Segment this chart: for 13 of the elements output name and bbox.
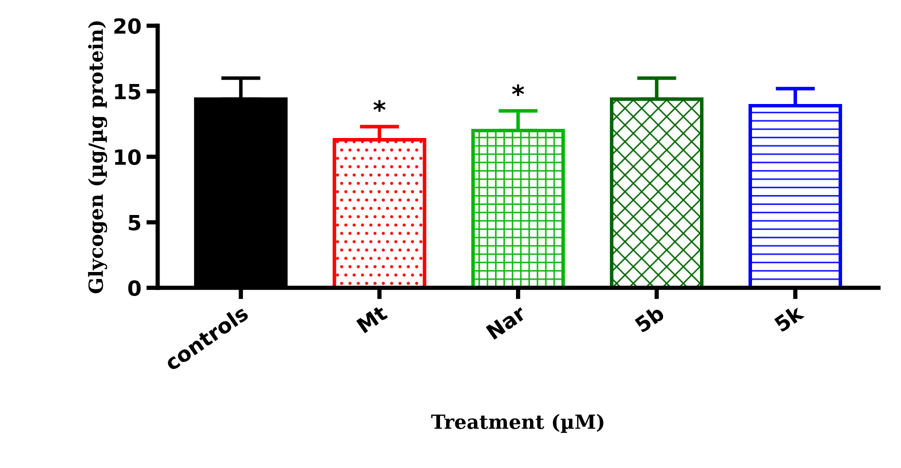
x-tick-label: 5k: [773, 304, 805, 332]
y-tick-label: 5: [128, 215, 140, 231]
annotation: *: [373, 100, 386, 112]
x-tick-label: 5b: [634, 304, 666, 333]
annotation: *: [512, 84, 524, 96]
x-axis-title: Treatment (µM): [431, 414, 604, 433]
x-tick-label: Mt: [356, 304, 388, 334]
x-tick-label: Nar: [486, 304, 528, 340]
y-tick-label: 10: [115, 149, 141, 165]
y-tick-label: 0: [128, 280, 141, 296]
y-axis-title: Glycogen (µg/µg protein): [88, 21, 108, 294]
y-tick-label: 20: [114, 18, 141, 34]
y-tick-label: 15: [115, 84, 140, 100]
